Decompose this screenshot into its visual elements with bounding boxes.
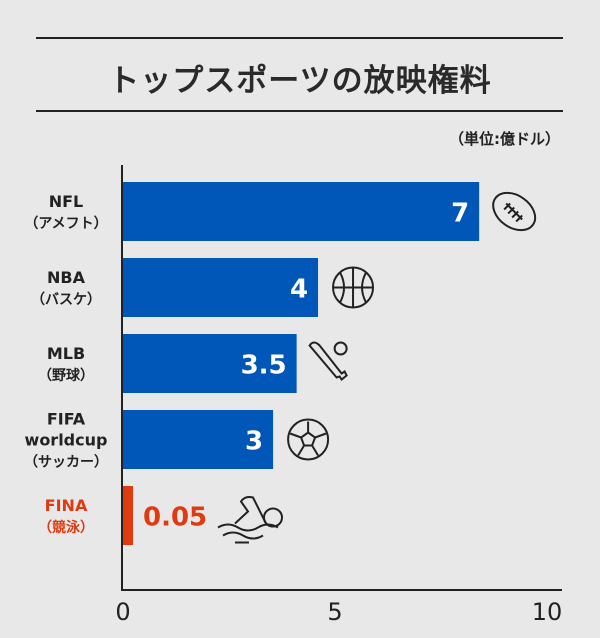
category-label: FINA	[45, 496, 88, 515]
category-label: （野球）	[38, 367, 94, 384]
ball-seams	[333, 267, 374, 308]
bat	[308, 341, 348, 381]
value-label: 0.05	[143, 503, 207, 533]
baseball-bat-icon	[308, 341, 348, 381]
american-football-icon	[492, 191, 537, 232]
baseball	[333, 341, 348, 356]
bar	[123, 334, 297, 393]
category-label: NBA	[47, 268, 86, 287]
bar-group-2: 3.5 MLB （野球）	[38, 334, 348, 393]
category-label: （競泳）	[38, 519, 94, 536]
category-label: MLB	[47, 344, 85, 363]
value-label: 7	[451, 199, 469, 229]
title-bottom-rule	[36, 110, 563, 112]
category-label: （アメフト）	[24, 216, 107, 232]
waves	[217, 523, 279, 544]
category-label: （サッカー）	[24, 455, 108, 471]
title-top-rule	[36, 37, 563, 39]
category-label: NFL	[49, 192, 84, 211]
x-tick-label: 10	[532, 598, 563, 626]
category-label: worldcup	[25, 431, 108, 450]
bar-group-3: 3 FIFA worldcup （サッカー）	[24, 410, 330, 471]
bar-group-1: 4 NBA （バスケ）	[31, 258, 375, 317]
soccer-ball-icon	[287, 418, 330, 461]
bar	[123, 182, 480, 241]
bar-group-0: 7 NFL （アメフト）	[24, 182, 537, 241]
ball-panels	[289, 421, 327, 457]
category-label: （バスケ）	[31, 292, 101, 308]
swimmer-icon	[217, 496, 283, 544]
football-outline	[492, 191, 537, 232]
football-laces	[503, 202, 523, 223]
unit-label: （単位:億ドル）	[449, 130, 560, 148]
chart-title: トップスポーツの放映権料	[108, 63, 492, 99]
ball-outline	[287, 418, 330, 461]
swimmer-body	[234, 496, 268, 526]
x-tick-label: 0	[115, 598, 130, 626]
basketball-icon	[332, 266, 375, 309]
value-label: 3	[245, 427, 263, 457]
value-label: 4	[290, 275, 308, 305]
bar	[123, 410, 274, 469]
bar-group-4: 0.05 FINA （競泳）	[38, 486, 283, 545]
bar	[123, 486, 133, 545]
value-label: 3.5	[241, 351, 287, 381]
bar	[123, 258, 319, 317]
x-tick-label: 5	[327, 598, 342, 626]
category-label: FIFA	[47, 410, 86, 429]
